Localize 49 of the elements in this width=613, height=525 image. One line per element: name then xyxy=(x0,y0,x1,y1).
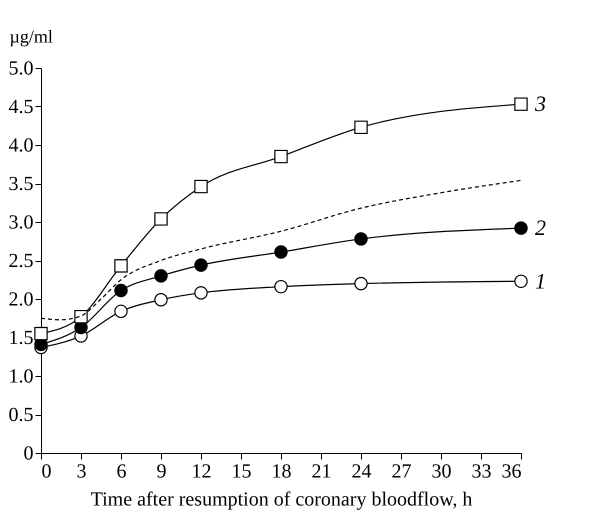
y-tick-label: 5.0 xyxy=(8,58,34,80)
x-tick-label: 3 xyxy=(76,460,86,482)
y-tick-label: 1.0 xyxy=(8,366,34,388)
y-tick-label: 1.5 xyxy=(8,327,34,349)
x-tick-label: 30 xyxy=(432,460,452,482)
point xyxy=(154,293,168,306)
x-tick-label: 36 xyxy=(502,460,522,482)
point xyxy=(114,259,128,273)
point xyxy=(274,150,288,164)
x-tick-label: 18 xyxy=(272,460,292,482)
point xyxy=(514,221,528,235)
y-tick-label: 2.5 xyxy=(8,250,34,272)
x-tick-label: 9 xyxy=(156,460,166,482)
point xyxy=(514,97,528,111)
point xyxy=(194,180,208,194)
series-label: 2 xyxy=(535,215,546,240)
point xyxy=(274,245,288,259)
x-tick-label: 12 xyxy=(192,460,212,482)
point xyxy=(154,269,168,283)
series-label: 1 xyxy=(535,268,546,294)
y-tick-label: 4.0 xyxy=(8,134,34,156)
x-tick-label: 27 xyxy=(392,460,412,482)
y-tick-label: 0.5 xyxy=(8,404,34,426)
point xyxy=(74,310,88,324)
point xyxy=(514,274,528,288)
x-tick-label: 0 xyxy=(42,460,52,482)
y-tick-label: 3.0 xyxy=(8,212,34,234)
point xyxy=(194,286,208,300)
x-tick-label: 21 xyxy=(312,460,332,482)
point xyxy=(114,304,128,318)
point xyxy=(354,120,368,134)
point xyxy=(34,326,48,340)
point xyxy=(354,276,368,290)
x-tick-label: 15 xyxy=(232,460,252,482)
point xyxy=(114,284,128,298)
point xyxy=(194,258,208,272)
y-tick-label: 0 xyxy=(24,442,34,464)
y-tick-label: 3.5 xyxy=(8,173,34,195)
x-tick-label: 24 xyxy=(352,460,372,482)
x-tick-label: 33 xyxy=(472,460,492,482)
y-axis-title: µg/ml xyxy=(10,26,53,46)
x-axis-title: Time after resumption of coronary bloodflow, h xyxy=(90,488,472,510)
x-tick-label: 6 xyxy=(116,460,126,482)
series-label: 3 xyxy=(534,91,546,116)
y-tick-label: 4.5 xyxy=(8,96,34,118)
point xyxy=(274,280,288,294)
point xyxy=(154,212,168,226)
y-tick-label: 2.0 xyxy=(8,288,34,310)
point xyxy=(354,232,368,246)
